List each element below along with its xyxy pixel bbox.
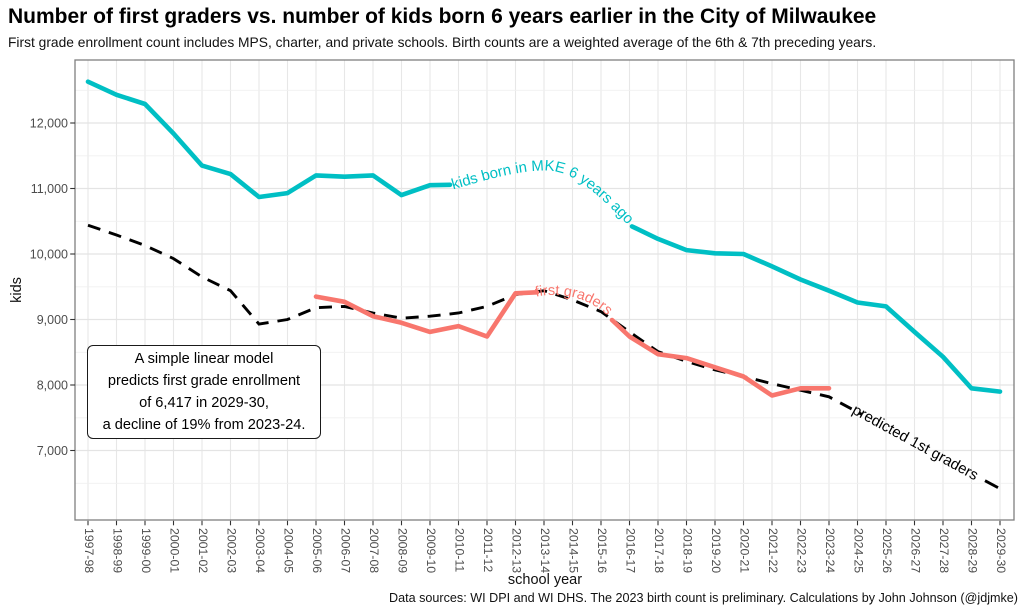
- series-births-label: kids born in MKE 6 years ago: [450, 157, 638, 227]
- series-first-graders-label: first graders: [534, 283, 615, 319]
- x-tick-label: 2003-04: [253, 528, 267, 573]
- x-tick-label: 2025-26: [880, 528, 894, 573]
- x-tick-label: 2008-09: [395, 528, 409, 573]
- x-tick-label: 1997-98: [82, 528, 96, 573]
- x-tick-label: 2004-05: [281, 528, 295, 573]
- x-tick-label: 2013-14: [538, 528, 552, 573]
- y-tick-label: 9,000: [37, 313, 68, 327]
- x-tick-label: 2001-02: [196, 528, 210, 573]
- chart-caption: Data sources: WI DPI and WI DHS. The 202…: [389, 591, 1018, 605]
- chart-title: Number of first graders vs. number of ki…: [8, 5, 877, 28]
- series-predicted-final-dash: [984, 479, 999, 489]
- x-tick-label: 2006-07: [338, 528, 352, 573]
- x-tick-label: 2000-01: [167, 528, 181, 573]
- x-tick-label: 2022-23: [794, 528, 808, 573]
- x-tick-label: 1998-99: [110, 528, 124, 573]
- x-axis-title: school year: [508, 572, 582, 588]
- y-tick-label: 10,000: [30, 247, 68, 261]
- annotation-line: predicts first grade enrollment: [107, 373, 301, 389]
- series-predicted-label: predicted 1st graders: [849, 401, 981, 484]
- x-tick-label: 2028-29: [965, 528, 979, 573]
- x-tick-label: 2011-12: [481, 528, 495, 572]
- chart-subtitle: First grade enrollment count includes MP…: [8, 35, 877, 50]
- x-tick-label: 2021-22: [766, 528, 780, 573]
- y-tick-label: 7,000: [37, 444, 68, 458]
- x-tick-label: 2017-18: [652, 528, 666, 573]
- x-tick-label: 2023-24: [823, 528, 837, 573]
- x-tick-label: 2010-11: [452, 528, 466, 572]
- x-tick-label: 2026-27: [908, 528, 922, 573]
- panel-border: [74, 59, 1015, 521]
- x-tick-label: 2007-08: [367, 528, 381, 573]
- series-first-graders-line: [609, 317, 832, 398]
- x-tick-label: 2019-20: [709, 528, 723, 573]
- series-first-graders-line: [313, 289, 540, 339]
- x-tick-label: 2027-28: [937, 528, 951, 573]
- x-tick-label: 2014-15: [566, 528, 580, 573]
- x-tick-label: 2018-19: [680, 528, 694, 573]
- annotation-box: A simple linear model predicts first gra…: [87, 345, 321, 439]
- y-axis-title: kids: [9, 277, 25, 303]
- x-tick-label: 2012-13: [509, 528, 523, 573]
- x-tick-label: 2020-21: [737, 528, 751, 573]
- x-tick-label: 2024-25: [851, 528, 865, 573]
- y-tick-label: 11,000: [31, 182, 68, 196]
- annotation-line: A simple linear model: [134, 351, 274, 367]
- x-tick-label: 2016-17: [623, 528, 637, 573]
- x-tick-label: 2005-06: [310, 528, 324, 573]
- x-tick-label: 2002-03: [224, 528, 238, 573]
- x-tick-label: 1999-00: [139, 528, 153, 573]
- x-tick-label: 2015-16: [595, 528, 609, 573]
- series-births-line: [85, 79, 453, 200]
- annotation-line: of 6,417 in 2029-30,: [139, 395, 269, 411]
- annotation-line: a decline of 19% from 2023-24.: [102, 417, 306, 433]
- x-tick-label: 2009-10: [424, 528, 438, 573]
- y-tick-label: 12,000: [30, 116, 68, 130]
- x-tick-label: 2029-30: [994, 528, 1008, 573]
- series-births-line: [629, 224, 1003, 394]
- y-tick-label: 8,000: [37, 378, 68, 392]
